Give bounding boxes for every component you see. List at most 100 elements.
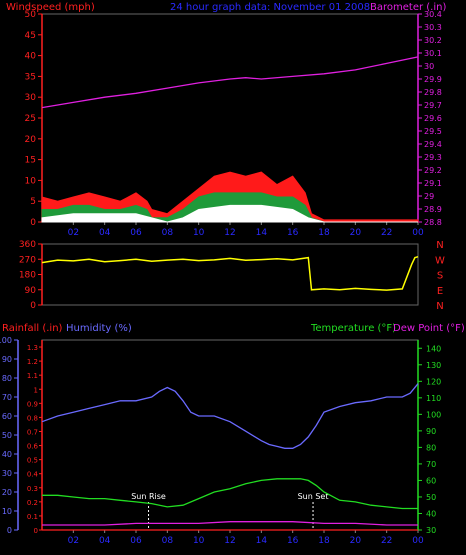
y-right-tick-label: 29.7 bbox=[424, 101, 442, 110]
x-tick-label: 04 bbox=[99, 228, 111, 238]
temp-tick-label: 30 bbox=[426, 526, 436, 535]
temp-tick-label: 60 bbox=[426, 476, 436, 485]
rain-tick-label: 0.4 bbox=[27, 471, 39, 479]
temp-tick-label: 80 bbox=[426, 443, 436, 452]
y-right-tick-label: 30.2 bbox=[424, 36, 442, 45]
y-left-tick-label: 25 bbox=[25, 114, 36, 124]
windspeed-title: Windspeed (mph) bbox=[6, 2, 95, 13]
temp-tick-label: 40 bbox=[426, 509, 436, 518]
humidity-title: Humidity (%) bbox=[66, 323, 132, 334]
x-tick-label: 06 bbox=[130, 536, 142, 546]
rain-tick-label: 0.9 bbox=[27, 400, 38, 408]
y-right-tick-label: 29.2 bbox=[424, 166, 442, 175]
y-right-tick-label: 30.1 bbox=[424, 49, 442, 58]
y-right-tick-label: 29.3 bbox=[424, 153, 442, 162]
temperature-title: Temperature (°F) bbox=[310, 323, 396, 334]
x-tick-label: 04 bbox=[99, 536, 111, 546]
y-tick-label: 90 bbox=[25, 286, 37, 296]
x-tick-label: 20 bbox=[350, 536, 362, 546]
rain-tick-label: 0.1 bbox=[27, 513, 38, 521]
x-tick-label: 16 bbox=[287, 228, 299, 238]
compass-label: S bbox=[437, 271, 443, 282]
compass-label: N bbox=[436, 240, 443, 251]
rain-tick-label: 0 bbox=[34, 527, 38, 535]
y-left-tick-label: 15 bbox=[25, 156, 36, 166]
x-tick-label: 06 bbox=[130, 228, 142, 238]
humidity-tick-label: 70 bbox=[2, 393, 12, 402]
x-tick-label: 12 bbox=[224, 536, 235, 546]
temp-tick-label: 130 bbox=[426, 361, 441, 370]
y-left-tick-label: 0 bbox=[30, 218, 36, 228]
y-left-tick-label: 5 bbox=[30, 197, 36, 207]
y-left-tick-label: 30 bbox=[25, 93, 37, 103]
x-tick-label: 18 bbox=[318, 228, 330, 238]
humidity-tick-label: 30 bbox=[2, 469, 12, 478]
temp-tick-label: 90 bbox=[426, 427, 436, 436]
y-right-tick-label: 29.1 bbox=[424, 179, 442, 188]
rain-tick-label: 0.7 bbox=[27, 428, 38, 436]
wind-direction-line bbox=[41, 255, 419, 291]
y-tick-label: 360 bbox=[19, 240, 36, 250]
x-tick-label: 14 bbox=[256, 228, 268, 238]
y-left-tick-label: 35 bbox=[25, 72, 36, 82]
humidity-tick-label: 60 bbox=[2, 412, 12, 421]
temp-tick-label: 120 bbox=[426, 377, 441, 386]
compass-label: N bbox=[436, 301, 443, 312]
humidity-line bbox=[41, 383, 419, 449]
humidity-tick-label: 0 bbox=[7, 526, 12, 535]
y-tick-label: 180 bbox=[19, 271, 36, 281]
humidity-tick-label: 80 bbox=[2, 374, 12, 383]
temp-tick-label: 100 bbox=[426, 410, 441, 419]
dew-line bbox=[42, 521, 418, 526]
rain-humidity-temp-panel: 010203040506070809010000.10.20.30.40.50.… bbox=[0, 336, 441, 546]
date-title: 24 hour graph data: November 01 2008 bbox=[170, 2, 370, 13]
y-left-tick-label: 45 bbox=[25, 31, 36, 41]
rain-tick-label: 0.3 bbox=[27, 485, 38, 493]
y-left-tick-label: 10 bbox=[25, 176, 37, 186]
compass-label: E bbox=[437, 286, 443, 297]
y-right-tick-label: 29.4 bbox=[424, 140, 442, 149]
y-tick-label: 0 bbox=[30, 301, 36, 311]
x-tick-label: 22 bbox=[381, 536, 392, 546]
x-tick-label: 14 bbox=[256, 536, 268, 546]
y-tick-label: 270 bbox=[19, 255, 36, 265]
humidity-tick-label: 10 bbox=[2, 507, 12, 516]
y-right-tick-label: 29.9 bbox=[424, 75, 442, 84]
y-right-tick-label: 30 bbox=[424, 62, 434, 71]
temp-line bbox=[42, 478, 418, 510]
sun-marker-label: Sun Set bbox=[298, 492, 329, 501]
rain-tick-label: 0.8 bbox=[27, 414, 38, 422]
y-left-tick-label: 40 bbox=[25, 52, 37, 62]
x-tick-label: 08 bbox=[162, 228, 174, 238]
compass-label: W bbox=[435, 255, 445, 266]
humidity-tick-label: 90 bbox=[2, 355, 12, 364]
x-tick-label: 02 bbox=[68, 536, 79, 546]
x-tick-label: 12 bbox=[224, 228, 235, 238]
humidity-tick-label: 40 bbox=[2, 450, 12, 459]
y-left-tick-label: 50 bbox=[25, 10, 37, 20]
x-tick-label: 00 bbox=[412, 228, 424, 238]
humidity-tick-label: 100 bbox=[0, 336, 12, 345]
x-tick-label: 02 bbox=[68, 228, 79, 238]
dewpoint-title: Dew Point (°F) bbox=[393, 323, 465, 334]
rain-tick-label: 1.1 bbox=[27, 372, 38, 380]
x-tick-label: 22 bbox=[381, 228, 392, 238]
y-right-tick-label: 30.3 bbox=[424, 23, 442, 32]
y-right-tick-label: 29 bbox=[424, 192, 434, 201]
min-wind-area bbox=[41, 204, 418, 223]
x-tick-label: 10 bbox=[193, 536, 205, 546]
x-tick-label: 16 bbox=[287, 536, 299, 546]
rain-tick-label: 1 bbox=[34, 386, 38, 394]
x-tick-label: 08 bbox=[162, 536, 174, 546]
y-right-tick-label: 29.8 bbox=[424, 88, 442, 97]
rain-tick-label: 0.5 bbox=[27, 457, 38, 465]
y-right-tick-label: 30.4 bbox=[424, 10, 442, 19]
rain-tick-label: 1.2 bbox=[27, 358, 38, 366]
barometer-title: Barometer (.in) bbox=[370, 2, 446, 13]
rainfall-title: Rainfall (.in) bbox=[2, 323, 63, 334]
x-tick-label: 10 bbox=[193, 228, 205, 238]
temp-tick-label: 140 bbox=[426, 344, 441, 353]
sun-marker-label: Sun Rise bbox=[131, 492, 166, 501]
